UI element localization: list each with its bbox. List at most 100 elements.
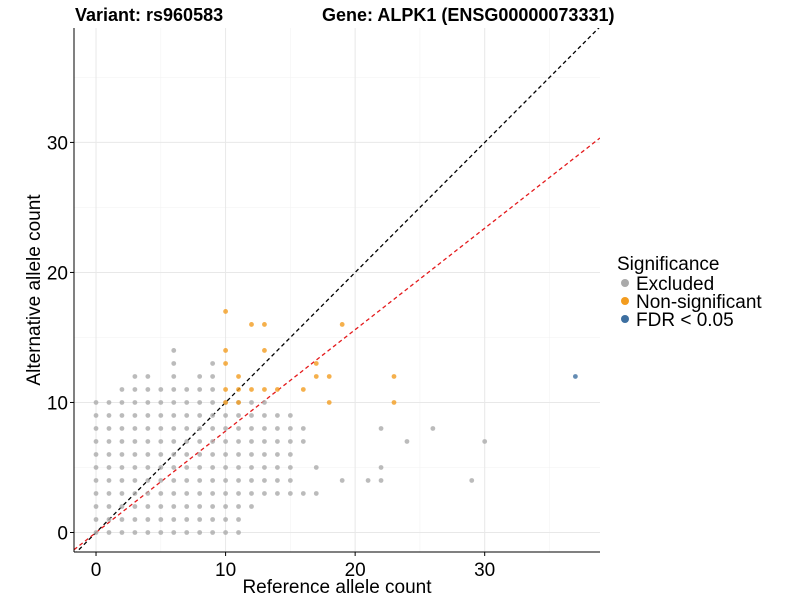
- data-point: [145, 530, 151, 535]
- x-axis-label: Reference allele count: [242, 577, 432, 598]
- data-point: [210, 374, 216, 379]
- data-point: [210, 439, 216, 444]
- data-point: [145, 439, 151, 444]
- data-point: [275, 426, 280, 431]
- data-point: [119, 504, 125, 509]
- data-point: [326, 400, 332, 405]
- data-point: [236, 426, 241, 431]
- data-point: [275, 478, 280, 483]
- y-tick-label: 30: [47, 133, 68, 154]
- data-point: [275, 387, 280, 392]
- legend-marker: [621, 297, 629, 305]
- data-point: [469, 478, 475, 483]
- data-point: [210, 452, 216, 457]
- data-point: [132, 517, 138, 522]
- data-point: [391, 400, 397, 405]
- data-point: [106, 465, 112, 470]
- legend: Significance ExcludedNon-significantFDR …: [617, 254, 762, 331]
- data-point: [210, 530, 216, 535]
- data-point: [313, 465, 319, 470]
- data-point: [184, 491, 190, 496]
- data-point: [197, 504, 203, 509]
- data-point: [236, 387, 241, 392]
- data-point: [106, 530, 112, 535]
- data-point: [275, 491, 280, 496]
- data-point: [93, 452, 99, 457]
- data-point: [482, 439, 488, 444]
- data-point: [145, 413, 151, 418]
- data-point: [184, 400, 190, 405]
- data-point: [326, 374, 332, 379]
- data-point: [119, 465, 125, 470]
- data-point: [132, 439, 138, 444]
- data-point: [158, 504, 164, 509]
- data-point: [287, 452, 293, 457]
- data-point: [132, 465, 138, 470]
- data-point: [145, 491, 151, 496]
- data-point: [249, 387, 254, 392]
- data-point: [249, 400, 254, 405]
- data-point: [184, 439, 190, 444]
- data-point: [249, 478, 254, 483]
- data-point: [119, 387, 125, 392]
- data-point: [158, 517, 164, 522]
- data-point: [184, 452, 190, 457]
- data-point: [184, 413, 190, 418]
- data-point: [236, 400, 241, 405]
- data-point: [300, 439, 306, 444]
- data-point: [275, 439, 280, 444]
- data-point: [210, 517, 216, 522]
- data-point: [287, 426, 293, 431]
- data-point: [210, 413, 216, 418]
- reference-line: [75, 28, 600, 552]
- data-point: [184, 517, 190, 522]
- data-point: [223, 387, 228, 392]
- data-point: [132, 452, 138, 457]
- x-tick-label: 20: [345, 560, 366, 581]
- data-point: [171, 478, 177, 483]
- data-points: [93, 309, 578, 535]
- data-point: [106, 504, 112, 509]
- reference-lines: [74, 28, 600, 552]
- data-point: [197, 413, 203, 418]
- data-point: [197, 387, 203, 392]
- data-point: [197, 517, 203, 522]
- data-point: [119, 478, 125, 483]
- data-point: [171, 400, 177, 405]
- legend-label: Excluded: [636, 274, 714, 295]
- data-point: [106, 400, 112, 405]
- x-axis-ticks: 0 10 20 30: [91, 552, 495, 581]
- data-point: [287, 478, 293, 483]
- data-point: [262, 452, 267, 457]
- data-point: [158, 439, 164, 444]
- data-point: [313, 374, 319, 379]
- x-tick-label: 30: [474, 560, 495, 581]
- data-point: [119, 517, 125, 522]
- data-point: [300, 491, 306, 496]
- data-point: [262, 491, 267, 496]
- data-point: [236, 452, 241, 457]
- data-point: [184, 387, 190, 392]
- data-point: [223, 309, 228, 314]
- data-point: [236, 478, 241, 483]
- data-point: [93, 439, 99, 444]
- data-point: [119, 439, 125, 444]
- data-point: [132, 400, 138, 405]
- data-point: [93, 491, 99, 496]
- data-point: [275, 465, 280, 470]
- y-axis-ticks: 0 10 20 30: [47, 133, 74, 544]
- data-point: [223, 465, 228, 470]
- data-point: [339, 478, 345, 483]
- data-point: [132, 413, 138, 418]
- x-tick-label: 0: [91, 560, 102, 581]
- data-point: [145, 517, 151, 522]
- legend-label: FDR < 0.05: [636, 310, 734, 331]
- data-point: [249, 504, 254, 509]
- data-point: [197, 374, 203, 379]
- data-point: [197, 439, 203, 444]
- data-point: [171, 465, 177, 470]
- y-axis-label: Alternative allele count: [24, 194, 45, 386]
- data-point: [171, 348, 177, 353]
- data-point: [171, 491, 177, 496]
- data-point: [158, 387, 164, 392]
